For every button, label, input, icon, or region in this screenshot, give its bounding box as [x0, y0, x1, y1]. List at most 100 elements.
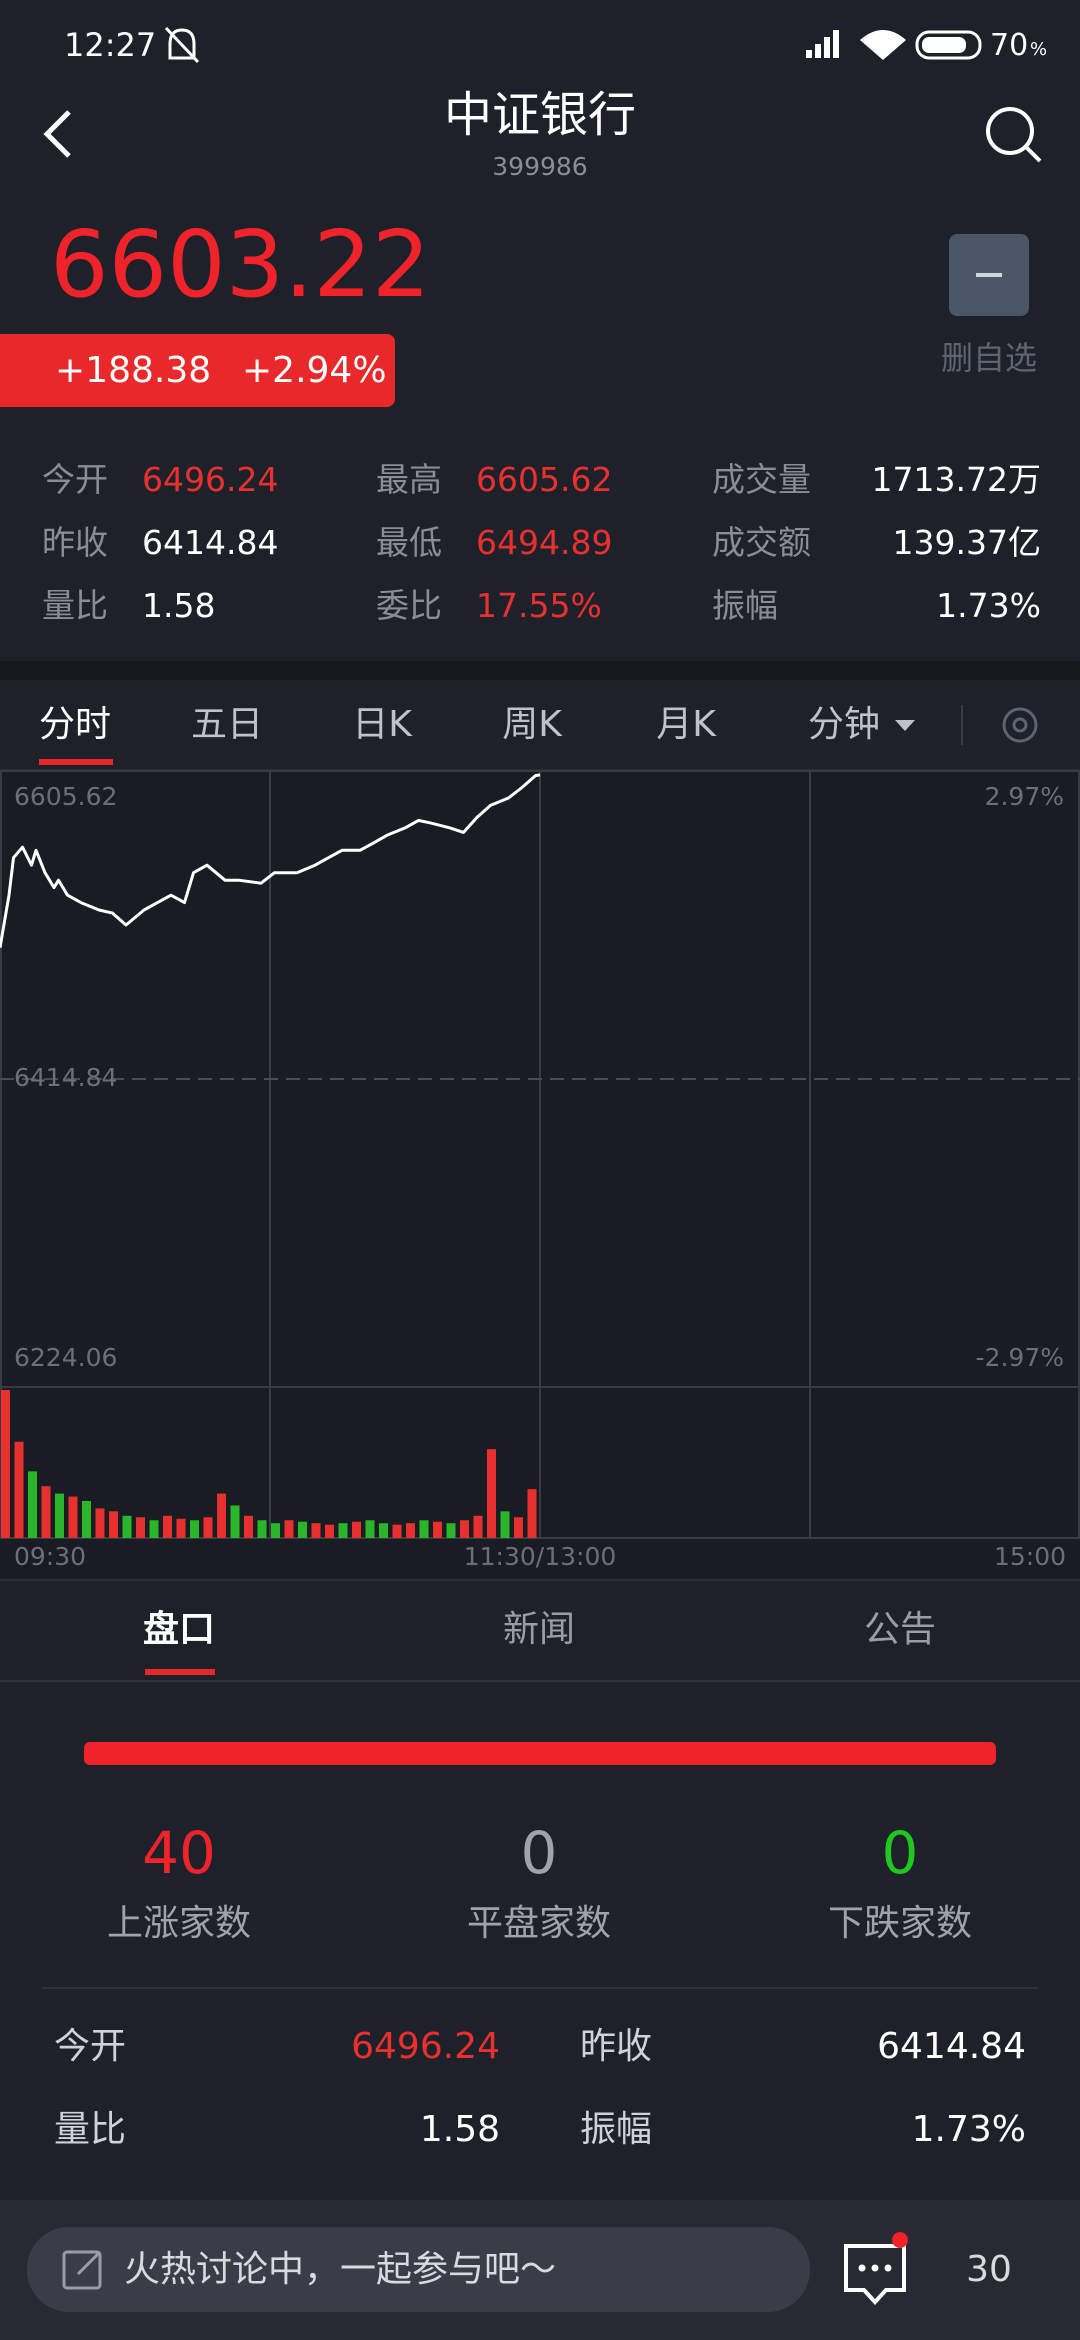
- volume-bar: [217, 1493, 226, 1538]
- volume-bar: [95, 1508, 105, 1538]
- stat-value: 6414.84: [142, 523, 279, 563]
- search-button[interactable]: [986, 107, 1042, 163]
- volume-bar: [149, 1520, 159, 1538]
- stat-value: 6494.89: [476, 523, 613, 563]
- y-tick-label: 6224.06: [14, 1343, 117, 1372]
- battery-unit: %: [1030, 39, 1048, 61]
- volume-bar: [284, 1520, 294, 1538]
- volume-bar: [298, 1521, 307, 1538]
- stat-value: 1.58: [142, 586, 216, 626]
- stat-label: 最高: [376, 460, 442, 500]
- percent-change: +2.94%: [242, 350, 387, 392]
- wifi-icon: [860, 30, 906, 60]
- stat-label: 最低: [376, 523, 442, 563]
- back-button[interactable]: [43, 110, 71, 158]
- stat-label: 量比: [42, 586, 108, 626]
- chat-button[interactable]: [844, 2232, 908, 2305]
- x-tick-label: 09:30: [14, 1542, 86, 1571]
- chart-tab[interactable]: 周K: [502, 704, 562, 746]
- stat-value: 6605.62: [476, 460, 613, 500]
- comment-input[interactable]: [27, 2227, 810, 2312]
- watch-label[interactable]: 删自选: [940, 338, 1038, 377]
- comment-count: 30: [966, 2249, 1012, 2291]
- breadth-count: 0: [520, 1819, 558, 1888]
- detail-value: 6496.24: [351, 2026, 500, 2068]
- page-title: 中证银行: [443, 87, 637, 144]
- volume-bar: [82, 1501, 91, 1538]
- volume-bar: [527, 1489, 537, 1538]
- minus-icon: [976, 273, 1002, 277]
- breadth-label: 上涨家数: [106, 1903, 252, 1945]
- detail-value: 1.73%: [911, 2109, 1026, 2151]
- detail-value: 1.58: [419, 2109, 500, 2151]
- tab-underline: [39, 759, 113, 765]
- volume-bar: [14, 1441, 24, 1538]
- volume-bar: [500, 1511, 510, 1538]
- chart-tab[interactable]: 分时: [38, 704, 112, 746]
- volume-bar: [352, 1521, 361, 1538]
- volume-bar: [244, 1515, 253, 1538]
- volume-bar: [1, 1390, 10, 1538]
- y-tick-label: 6605.62: [14, 782, 117, 811]
- detail-label: 今开: [54, 2026, 127, 2068]
- y2-tick-label: -2.97%: [976, 1343, 1064, 1372]
- volume-bar: [419, 1520, 429, 1538]
- x-tick-label: 11:30/13:00: [464, 1542, 617, 1571]
- mute-icon: [164, 26, 200, 64]
- breadth-count: 40: [142, 1819, 216, 1888]
- stat-value: 1.73%: [936, 586, 1041, 626]
- detail-label: 昨收: [580, 2026, 653, 2068]
- comment-placeholder[interactable]: 火热讨论中，一起参与吧～: [124, 2249, 557, 2291]
- chart-tab[interactable]: 五日: [190, 704, 264, 746]
- volume-bar: [122, 1515, 132, 1538]
- battery-level: 70: [990, 28, 1029, 63]
- last-price: 6603.22: [50, 210, 431, 318]
- stat-label: 今开: [42, 460, 108, 500]
- dropdown-arrow[interactable]: [895, 720, 915, 731]
- volume-bar: [379, 1523, 388, 1538]
- chart-tab[interactable]: 分钟: [807, 704, 881, 746]
- stat-value: 1713.72万: [871, 460, 1041, 500]
- detail-value: 6414.84: [877, 2026, 1026, 2068]
- volume-bar: [190, 1520, 199, 1538]
- section-band: [0, 661, 1080, 680]
- volume-bar: [55, 1493, 64, 1538]
- stat-label: 昨收: [42, 523, 108, 563]
- panel-tab[interactable]: 公告: [863, 1609, 937, 1651]
- panel-tab-underline: [145, 1669, 215, 1675]
- volume-bar: [446, 1523, 456, 1538]
- volume-bar: [176, 1518, 186, 1538]
- volume-bar: [28, 1471, 37, 1538]
- panel-tab[interactable]: 新闻: [502, 1609, 576, 1651]
- price-line: [0, 773, 541, 948]
- change-badge: [0, 334, 395, 407]
- volume-bar: [136, 1517, 145, 1538]
- stat-value: 139.37亿: [892, 523, 1041, 563]
- stat-value: 6496.24: [142, 460, 279, 500]
- volume-bar: [365, 1520, 375, 1538]
- y2-tick-label: 2.97%: [985, 782, 1064, 811]
- volume-bar: [163, 1515, 172, 1538]
- chart-tab[interactable]: 日K: [352, 704, 412, 746]
- volume-bar: [473, 1515, 483, 1538]
- breadth-count: 0: [881, 1819, 919, 1888]
- stat-label: 振幅: [712, 586, 778, 626]
- volume-bar: [392, 1524, 402, 1538]
- y-tick-label: 6414.84: [14, 1063, 117, 1092]
- x-tick-label: 15:00: [994, 1542, 1066, 1571]
- volume-bar: [487, 1449, 496, 1538]
- volume-bar: [230, 1505, 240, 1538]
- volume-bar: [311, 1523, 321, 1538]
- chart-tab[interactable]: 月K: [656, 704, 716, 746]
- volume-bar: [41, 1486, 51, 1538]
- panel-tab[interactable]: 盘口: [142, 1609, 216, 1651]
- volume-bar: [68, 1496, 78, 1538]
- stat-label: 成交额: [712, 523, 811, 563]
- volume-bar: [514, 1517, 523, 1538]
- detail-label: 量比: [54, 2109, 127, 2151]
- breadth-label: 平盘家数: [466, 1903, 612, 1945]
- volume-bar: [109, 1511, 118, 1538]
- settings-button[interactable]: [1002, 707, 1038, 743]
